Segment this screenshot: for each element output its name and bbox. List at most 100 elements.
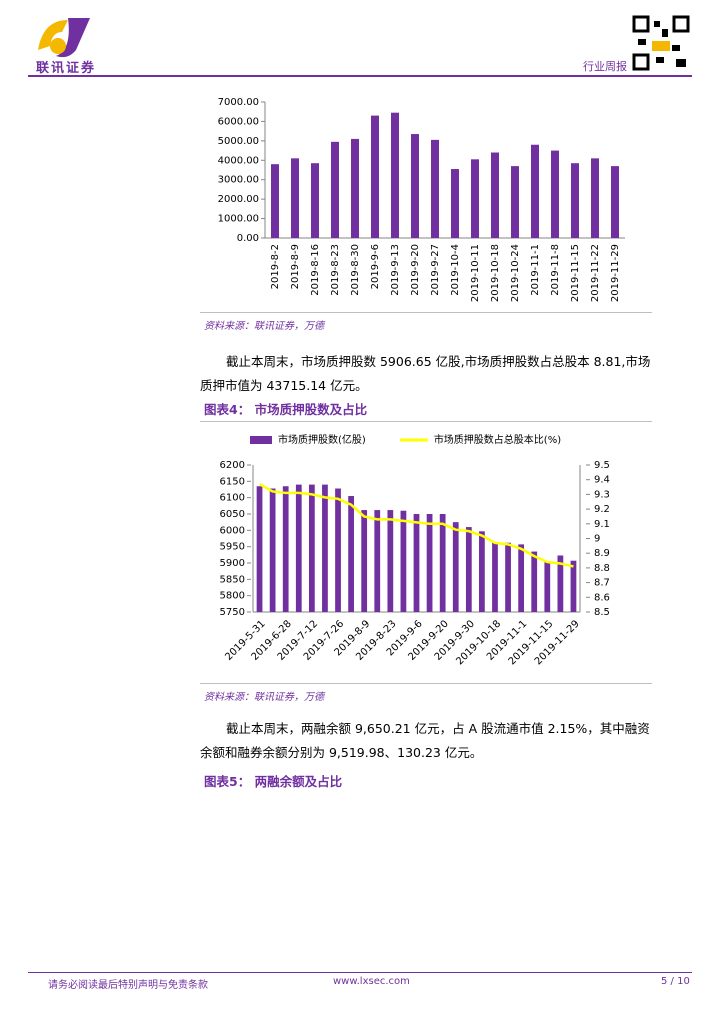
bar — [465, 527, 472, 612]
brand: 联讯证券 — [36, 61, 97, 76]
y-tick-label: 8.8 — [594, 563, 610, 574]
x-tick-label: 2019-8-9 — [290, 244, 301, 289]
bar — [551, 150, 559, 238]
bar — [331, 141, 339, 238]
bar — [531, 144, 539, 238]
figure-text: 市场质押股数及占比 — [254, 402, 368, 417]
bar — [269, 488, 276, 612]
y-tick-label: 6200 — [220, 460, 245, 471]
bar — [505, 542, 511, 612]
y-tick-label: 8.7 — [594, 578, 610, 589]
logo-shape — [56, 18, 90, 58]
x-tick-label: 2019-10-18 — [490, 244, 501, 302]
x-tick-label: 2019-10-11 — [470, 244, 481, 302]
figure-title: 图表4： 市场质押股数及占比 — [204, 399, 367, 418]
legend-swatch — [250, 436, 272, 444]
website: www.lxsec.com — [333, 976, 410, 987]
x-tick-label: 2019-11-29 — [610, 244, 621, 302]
bar — [348, 496, 354, 612]
source: 资料来源：联讯证券，万德 — [204, 321, 324, 332]
x-tick-label: 2019-8-23 — [330, 244, 341, 296]
y-tick-label: 7000.00 — [218, 97, 259, 108]
legend-label: 市场质押股数(亿股) — [278, 433, 366, 446]
y-tick-label: 5000.00 — [218, 136, 259, 147]
x-tick-label: 2019-8-2 — [270, 244, 281, 289]
y-tick-label: 1000.00 — [218, 214, 259, 225]
bar — [271, 164, 279, 238]
y-tick-label: 8.5 — [594, 607, 610, 618]
y-tick-label: 9.2 — [594, 504, 610, 515]
page-number: 5 / 10 — [661, 976, 690, 987]
x-tick-label: 2019-9-27 — [430, 244, 441, 296]
y-tick-label: 8.6 — [594, 592, 610, 603]
bar — [374, 510, 381, 612]
bar — [511, 166, 519, 238]
bar — [491, 152, 499, 238]
x-tick-label: 2019-10-4 — [450, 244, 461, 296]
x-tick-label: 2019-11-15 — [570, 244, 581, 302]
y-tick-label: 5800 — [220, 591, 245, 602]
y-tick-label: 0.00 — [237, 233, 259, 244]
bar — [387, 510, 394, 612]
y-tick-label: 9.3 — [594, 489, 610, 500]
chart: 5750 5800 5850 5900 5950 6000 6050 6100 6150 6200… — [220, 433, 610, 667]
bar — [400, 510, 407, 612]
bar — [591, 158, 599, 238]
report-type: 行业周报 — [583, 60, 627, 73]
bar — [471, 159, 479, 238]
figure-text: 两融余额及占比 — [254, 774, 343, 789]
x-tick-label: 2019-9-13 — [390, 244, 401, 296]
y-tick-label: 3000.00 — [218, 175, 259, 186]
rule — [200, 312, 652, 313]
y-tick-label: 6000 — [220, 525, 245, 536]
chart: 0.00 1000.00 2000.00 3000.00 4000.00 5000.00 6… — [218, 97, 625, 302]
bar — [531, 551, 538, 612]
y-tick-label: 6000.00 — [218, 116, 259, 127]
bar — [557, 555, 564, 612]
bar — [311, 163, 319, 238]
bar — [411, 134, 419, 238]
y-tick-label: 9.1 — [594, 519, 610, 530]
rule — [200, 421, 652, 422]
bar — [571, 163, 579, 238]
bar — [371, 115, 379, 238]
x-tick-label: 2019-10-24 — [510, 244, 521, 302]
x-tick-label: 2019-8-30 — [350, 244, 361, 296]
figure-label: 图表4： — [204, 402, 251, 417]
x-tick-label: 2019-9-20 — [410, 244, 421, 296]
bar — [570, 560, 577, 612]
header-rule — [28, 75, 692, 77]
bar — [308, 484, 315, 612]
figure-label: 图表5： — [204, 774, 251, 789]
y-tick-label: 2000.00 — [218, 194, 259, 205]
y-tick-label: 4000.00 — [218, 155, 259, 166]
y-tick-label: 9.5 — [594, 460, 610, 471]
y-tick-label: 9.4 — [594, 475, 610, 486]
disclaimer: 请务必阅读最后特别声明与免责条款 — [48, 980, 208, 991]
bar — [611, 166, 619, 238]
bar — [361, 510, 368, 612]
bar — [413, 514, 420, 612]
bar — [451, 169, 459, 238]
bar — [439, 514, 446, 612]
x-tick-label: 2019-11-22 — [590, 244, 601, 302]
y-tick-label: 6100 — [220, 493, 245, 504]
x-tick-label: 2019-9-6 — [370, 244, 381, 289]
bar — [431, 139, 439, 238]
bar — [391, 112, 399, 238]
x-tick-label: 2019-8-16 — [310, 244, 321, 296]
footer-rule — [28, 972, 692, 973]
logo-shape — [50, 38, 66, 54]
bar — [256, 486, 263, 612]
line — [258, 483, 574, 568]
y-tick-label: 5850 — [220, 574, 245, 585]
x-tick-label: 2019-11-1 — [530, 244, 541, 296]
paragraph: 截止本周末，两融余额 9,650.21 亿元，占 A 股流通市值 2.15%，其… — [200, 721, 650, 760]
bar — [291, 158, 299, 238]
source: 资料来源：联讯证券，万德 — [204, 692, 324, 703]
rule — [200, 683, 652, 684]
bar — [518, 544, 525, 612]
y-tick-label: 5900 — [220, 558, 245, 569]
paragraph: 截止本周末，市场质押股数 5906.65 亿股,市场质押股数占总股本 8.81,… — [200, 354, 651, 393]
